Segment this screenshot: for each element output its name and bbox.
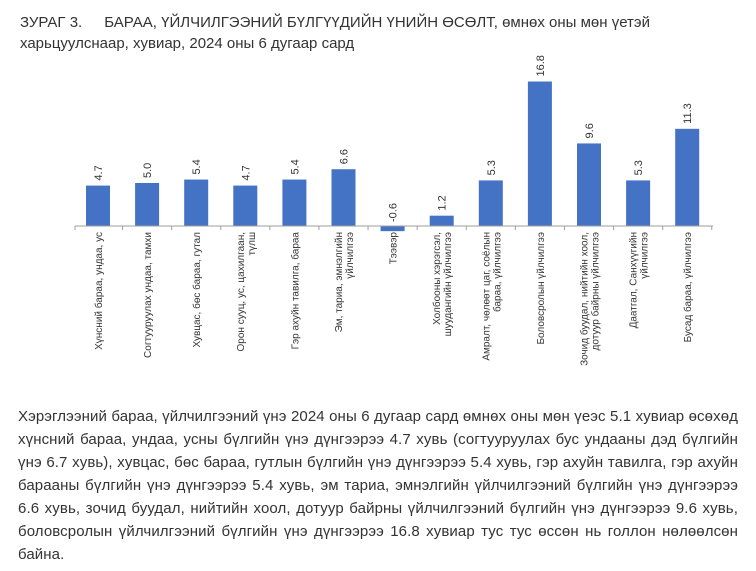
category-label-8-line-2: шуудангийн үйлчилгээ [443, 232, 454, 336]
data-label-11: 9.6 [584, 123, 596, 138]
category-label-11-line-2: дотуур байрны үйлчилгээ [590, 232, 602, 350]
bar-9 [478, 180, 503, 226]
data-label-7: -0.6 [388, 203, 400, 222]
category-label-11-line-1: Зочид буудал, нийтийн хоол, [579, 232, 591, 366]
data-label-6: 6.6 [339, 149, 351, 164]
bar-10 [527, 81, 552, 227]
bar-1 [86, 185, 110, 226]
figure-title: ЗУРАГ 3. БАРАА, ҮЙЛЧИЛГЭЭНИЙ БҮЛГҮҮДИЙН Ү… [20, 12, 740, 54]
category-label-12-line-2: үйлчилгээ [640, 232, 651, 279]
data-label-3: 5.4 [191, 159, 203, 174]
bar-2 [135, 183, 160, 226]
category-label-13: Бусад бараа, үйлчилгээ [682, 232, 694, 342]
data-label-13: 11.3 [682, 103, 694, 124]
data-label-2: 5.0 [142, 163, 154, 178]
data-label-4: 4.7 [240, 165, 252, 180]
bar-11 [577, 143, 601, 226]
category-label-1: Хүнсний бараа, ундаа, ус [93, 232, 105, 350]
bar-5 [282, 179, 307, 226]
bar-7 [380, 226, 405, 232]
data-label-9: 5.3 [486, 160, 498, 175]
category-label-6-line-1: Эм, тариа, эмнэлгийн [334, 232, 345, 332]
category-label-4-line-2: түлш [247, 232, 258, 255]
category-label-6-line-2: үйлчилгээ [345, 232, 356, 279]
category-label-5: Гэр ахуйн тавилга, бараа [289, 232, 301, 350]
category-label-9-line-2: бараа, үйлчилгээ [491, 232, 503, 312]
category-label-4-line-1: Орон сууц, ус, цахилгаан, [236, 232, 247, 352]
category-label-7: Тээвэр [389, 232, 400, 265]
category-label-12-line-1: Даатгал, Санхүүгийн [629, 232, 640, 328]
category-label-10: Боловсролын үйлчилгээ [536, 232, 547, 345]
category-label-9-line-1: Амралт, чөлөөт цаг, соёлын [481, 232, 492, 361]
bar-8 [429, 215, 454, 226]
figure-number: ЗУРАГ 3. [20, 14, 83, 31]
data-label-1: 4.7 [93, 165, 105, 180]
description-paragraph: Хэрэглээний бараа, үйлчилгээний үнэ 2024… [18, 408, 738, 563]
category-label-8-line-1: Холбооны хэрэгсэл, [431, 232, 443, 325]
category-label-2: Согтууруулах ундаа, тамхи [143, 232, 154, 358]
bar-12 [626, 180, 651, 226]
bar-chart: 4.7 Хүнсний бараа, ундаа, ус 5.0 Согтууруул… [74, 55, 713, 366]
data-label-5: 5.4 [289, 159, 301, 174]
bar-6 [331, 169, 356, 226]
data-label-12: 5.3 [633, 160, 645, 175]
data-label-8: 1.2 [437, 195, 449, 210]
category-label-3: Хувцас, бөс бараа, гутал [191, 232, 203, 348]
bar-3 [184, 179, 209, 226]
figure-title-text: БАРАА, ҮЙЛЧИЛГЭЭНИЙ БҮЛГҮҮДИЙН ҮНИЙН ӨСӨ… [20, 14, 650, 52]
bar-13 [675, 128, 700, 226]
bar-4 [233, 185, 258, 226]
data-label-10: 16.8 [535, 55, 547, 76]
